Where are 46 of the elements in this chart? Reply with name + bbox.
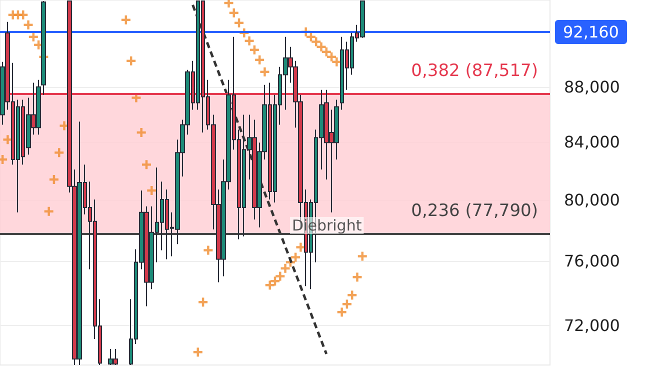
ref-line-label: 92,160 — [563, 22, 619, 42]
point — [312, 37, 321, 46]
y-tick-label: 80,000 — [564, 190, 620, 210]
point — [28, 32, 38, 42]
point — [280, 264, 290, 273]
point — [224, 0, 234, 8]
point — [291, 252, 300, 262]
point — [244, 36, 254, 46]
point — [198, 298, 208, 307]
point — [142, 160, 151, 170]
y-tick-label: 72,000 — [564, 316, 620, 335]
annotation: Diebright — [292, 216, 362, 234]
y-tick-label: 84,000 — [564, 132, 620, 152]
point — [337, 308, 346, 317]
point — [193, 348, 202, 357]
point — [126, 56, 136, 66]
point — [358, 252, 367, 261]
candlestick — [41, 0, 46, 96]
point — [229, 8, 238, 18]
point — [234, 18, 244, 28]
y-tick-label: 88,000 — [564, 77, 620, 96]
ref-line-label: 0,236 (77,790) — [411, 200, 538, 221]
point — [147, 186, 156, 196]
point — [260, 67, 270, 76]
point — [255, 55, 264, 64]
point — [250, 45, 259, 54]
point — [136, 128, 146, 138]
ref-line-label: 0,382 (87,517) — [411, 60, 538, 81]
point — [54, 148, 64, 158]
point — [327, 52, 336, 62]
point — [265, 280, 274, 290]
point — [348, 290, 357, 300]
point — [322, 47, 331, 56]
point — [121, 15, 130, 24]
point — [316, 42, 326, 52]
point — [24, 20, 33, 30]
point — [204, 246, 213, 255]
point — [352, 272, 362, 282]
point — [306, 32, 316, 42]
point — [342, 300, 352, 309]
point — [270, 276, 280, 286]
point — [44, 206, 54, 216]
y-tick-label: 76,000 — [564, 252, 620, 271]
point — [276, 272, 285, 281]
point — [18, 10, 28, 20]
point — [49, 175, 58, 184]
